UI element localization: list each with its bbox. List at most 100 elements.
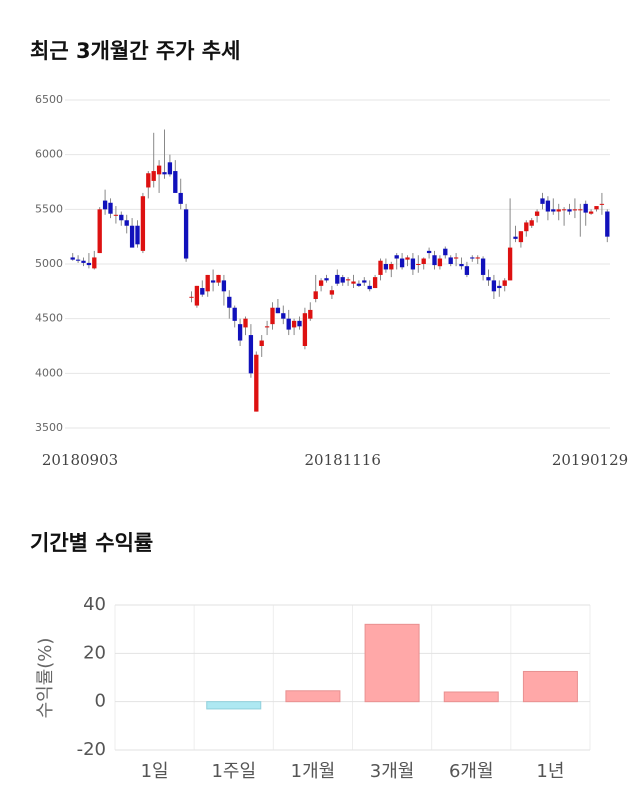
candle-body (302, 313, 308, 346)
candle-body (340, 277, 345, 283)
candle-body (210, 280, 216, 283)
candle-body (507, 247, 513, 281)
candle-body (378, 260, 383, 275)
candle-body (513, 236, 518, 239)
candle-body (232, 307, 237, 321)
candle-body (189, 296, 194, 298)
y-tick-label: 6500 (35, 93, 63, 106)
candle-body (216, 274, 221, 283)
candle-body (297, 320, 302, 327)
candle-body (421, 258, 426, 264)
chart-title: 기간별 수익률 (30, 531, 153, 555)
x-tick-label: 20190129 (552, 451, 628, 469)
candle-body (475, 257, 480, 259)
candle-body (151, 171, 156, 181)
candle-body (416, 264, 421, 265)
y-tick-label: 4000 (35, 366, 63, 379)
candle-body (362, 280, 367, 283)
candle-body (453, 257, 459, 259)
candle-body (183, 209, 189, 259)
candle-body (313, 291, 318, 299)
y-tick-label: 40 (83, 594, 106, 615)
candle-body (329, 290, 335, 295)
candle-body (135, 225, 140, 245)
candle-body (335, 274, 340, 284)
x-tick-label: 1주일 (211, 761, 256, 782)
candle-body (259, 340, 264, 346)
candle-body (405, 257, 410, 260)
candle-body (194, 285, 200, 306)
candle-body (97, 209, 102, 254)
candle-body (318, 280, 324, 286)
y-tick-label: 3500 (35, 421, 63, 434)
candle-body (108, 202, 113, 214)
candle-body (162, 172, 167, 175)
y-tick-label: -20 (77, 739, 106, 760)
candle-body (248, 335, 254, 374)
candle-body (308, 309, 313, 319)
candle-body (237, 324, 243, 341)
candle-body (545, 200, 551, 212)
candle-body (254, 354, 259, 412)
candle-body (92, 257, 97, 269)
candle-body (173, 171, 178, 193)
candle-body (551, 209, 556, 212)
candle-body (399, 258, 405, 268)
candle-body (264, 326, 270, 328)
candle-body (86, 262, 92, 266)
candle-body (572, 209, 578, 211)
chart-title: 최근 3개월간 주가 추세 (30, 39, 240, 63)
y-tick-label: 6000 (35, 148, 63, 161)
candle-body (561, 209, 567, 211)
bar (364, 623, 420, 703)
candle-body (351, 281, 356, 284)
candle-body (167, 162, 173, 175)
x-tick-label: 20181116 (305, 451, 381, 469)
x-tick-label: 3개월 (370, 761, 415, 782)
candle-body (459, 264, 464, 267)
candle-body (578, 209, 583, 211)
candle-body (502, 280, 507, 286)
candle-body (146, 173, 151, 188)
candle-body (524, 222, 529, 232)
candle-body (480, 258, 486, 275)
candle-body (464, 266, 470, 275)
candle-body (437, 258, 443, 267)
candle-body (394, 255, 399, 259)
candle-body (432, 255, 437, 266)
candle-body (470, 257, 475, 259)
candle-body (200, 288, 205, 295)
candle-body (324, 278, 329, 281)
y-tick-label: 5500 (35, 202, 63, 215)
candle-body (113, 214, 119, 216)
candle-body (275, 307, 281, 314)
candle-body (221, 280, 227, 292)
candle-body (486, 277, 491, 281)
x-tick-label: 1년 (536, 761, 564, 782)
candle-body (491, 280, 497, 292)
candle-body (178, 192, 183, 204)
candle-body (594, 206, 599, 210)
y-tick-label: 20 (83, 642, 106, 663)
candle-body (605, 211, 610, 237)
x-tick-label: 20180903 (42, 451, 118, 469)
y-tick-label: 0 (95, 691, 106, 712)
candle-body (383, 264, 389, 270)
candle-body (534, 211, 540, 216)
candle-body (599, 203, 605, 205)
bar (285, 690, 341, 703)
candle-body (497, 285, 502, 289)
candle-body (556, 209, 561, 212)
candle-body (448, 257, 453, 264)
y-tick-label: 5000 (35, 257, 63, 270)
candle-body (156, 165, 162, 175)
candle-body (367, 285, 372, 290)
candle-body (227, 296, 232, 308)
candle-body (119, 214, 124, 221)
candle-body (345, 279, 351, 281)
candle-body (389, 264, 394, 270)
candle-body (372, 277, 378, 289)
candle-body (70, 257, 75, 260)
bar (522, 670, 578, 703)
